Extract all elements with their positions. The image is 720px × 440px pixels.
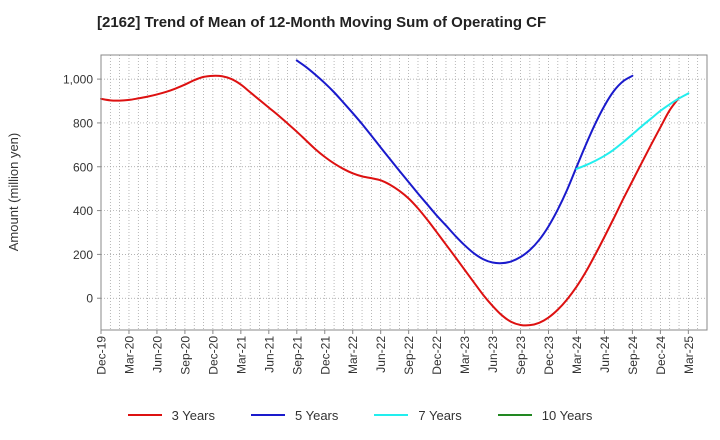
series-line-7-years [575,92,690,170]
x-tick-label: Jun-20 [150,336,164,373]
x-tick-label: Mar-20 [122,336,136,374]
y-tick-label: 0 [86,292,93,306]
y-tick-label: 600 [73,160,93,174]
x-tick-label: Sep-23 [514,336,528,375]
legend-label: 7 Years [418,407,462,423]
legend-item-7-years: 7 Years [374,404,462,426]
y-tick-label: 200 [73,248,93,262]
legend-item-10-years: 10 Years [497,404,593,426]
x-tick-label: Dec-19 [95,336,109,375]
x-tick-label: Dec-24 [654,336,668,375]
x-tick-label: Mar-24 [570,336,584,374]
legend-swatch [127,414,162,416]
y-axis-ticks: 0 200 400 600 800 1,000 [63,73,101,306]
x-tick-label: Sep-22 [402,336,416,375]
y-tick-label: 800 [73,116,93,130]
grid-layer [101,55,707,330]
legend-swatch [497,414,532,416]
x-tick-label: Dec-21 [318,336,332,375]
x-tick-label: Mar-25 [682,336,696,374]
x-tick-label: Sep-21 [290,336,304,375]
plot-area-frame [100,54,708,331]
series-line-5-years [295,59,634,265]
x-tick-label: Dec-22 [430,336,444,375]
x-tick-label: Jun-21 [262,336,276,373]
series-layer [100,59,690,327]
x-tick-label: Mar-21 [234,336,248,374]
legend-label: 5 Years [295,407,339,423]
legend-item-3-years: 3 Years [127,404,215,426]
x-tick-label: Sep-20 [178,336,192,375]
x-tick-label: Jun-22 [374,336,388,373]
legend-swatch [251,414,285,416]
x-tick-label: Jun-23 [486,336,500,373]
y-tick-label: 1,000 [63,73,93,87]
y-tick-label: 400 [73,204,93,218]
plot-area-background [101,55,707,330]
x-tick-label: Mar-22 [346,336,360,374]
x-tick-label: Dec-23 [542,336,556,375]
y-axis-label: Amount (million yen) [6,133,21,252]
x-tick-label: Jun-24 [598,336,612,373]
x-tick-label: Dec-20 [206,336,220,375]
x-tick-label: Mar-23 [458,336,472,374]
legend-label: 10 Years [541,407,593,423]
legend-label: 3 Years [171,407,215,423]
legend: 3 Years 5 Years 7 Years 10 Years [0,404,720,426]
x-tick-label: Sep-24 [626,336,640,375]
legend-item-5-years: 5 Years [251,404,338,426]
legend-swatch [374,414,409,416]
series-line-3-years [100,74,681,327]
x-axis-ticks: Dec-19 Mar-20 Jun-20 Sep-20 Dec-20 Mar-21 Jun-… [95,330,696,375]
chart-title: [2162] Trend of Mean of 12-Month Moving … [97,14,547,31]
